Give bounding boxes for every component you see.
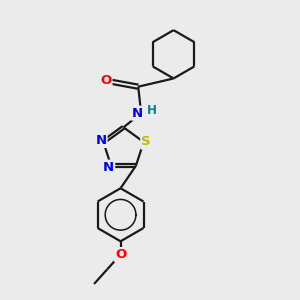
Text: S: S (141, 136, 151, 148)
Text: H: H (147, 104, 158, 117)
Text: N: N (103, 161, 114, 174)
Text: O: O (100, 74, 112, 87)
Text: N: N (95, 134, 106, 147)
Text: N: N (132, 107, 143, 120)
Text: O: O (115, 248, 126, 261)
